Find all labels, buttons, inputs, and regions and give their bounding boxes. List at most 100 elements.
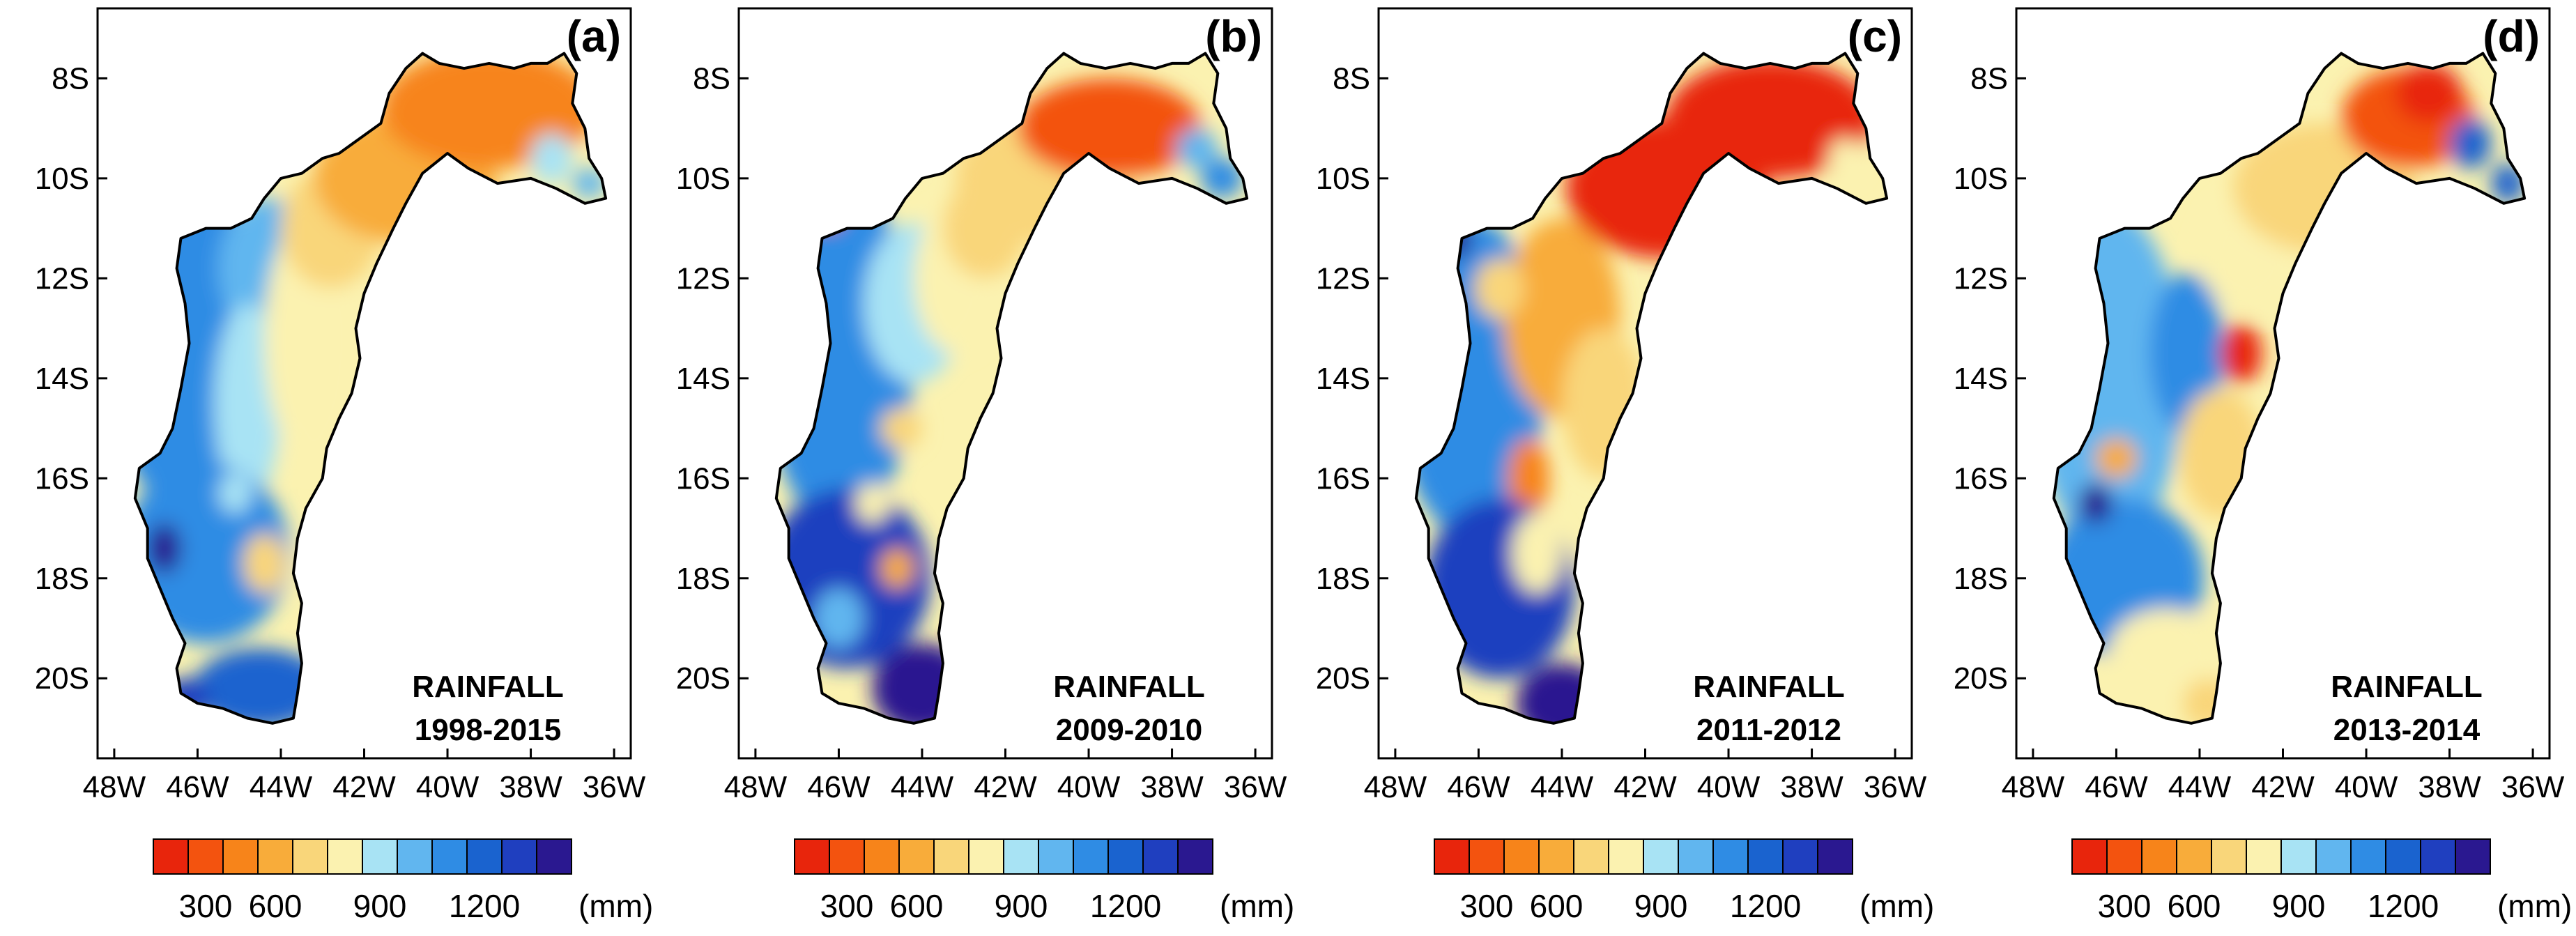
colorbar-swatch [1142,838,1179,875]
rainfall-patch [2108,608,2225,698]
colorbar-tick-label: 1200 [1730,888,1801,924]
y-tick-label: 12S [1954,261,2008,296]
panel-title: RAINFALL [2331,670,2483,704]
colorbar-swatch [2280,838,2317,875]
rainfall-patch [1018,78,1202,178]
colorbar-swatch [153,838,189,875]
x-tick-label: 38W [1140,770,1204,804]
x-tick-label: 48W [724,770,788,804]
y-tick-label: 10S [676,162,730,196]
colorbar-swatch [327,838,363,875]
rainfall-patch [880,548,914,589]
colorbar: 300 600 900 1200 (mm) [153,838,653,924]
colorbar-swatch [898,838,935,875]
y-tick-label: 18S [676,562,730,596]
y-tick-label: 10S [1954,162,2008,196]
y-tick-label: 20S [676,661,730,696]
colorbar-swatch [2106,838,2142,875]
y-tick-label: 20S [35,661,89,696]
colorbar-tick-label: 900 [353,888,407,924]
rainfall-patch [218,473,252,514]
colorbar-tick-label: 1200 [1090,888,1161,924]
colorbar-swatch [1712,838,1749,875]
y-tick-label: 18S [1954,562,2008,596]
y-tick-label: 18S [35,562,89,596]
colorbar-tick-label: 600 [2168,888,2221,924]
colorbar: 300 600 900 1200 (mm) [794,838,1294,924]
x-tick-label: 42W [974,770,1037,804]
colorbar: 300 600 900 1200 (mm) [2071,838,2572,924]
map-panel-c: 8S 10S 12S 14S 16S 18S 20S 48W 46W 44W 42W 40W 38W 36… [1316,7,1934,924]
y-tick-label: 8S [1333,61,1370,95]
x-tick-label: 40W [2335,770,2398,804]
rainfall-patch [2220,323,2262,383]
y-tick-label: 14S [676,362,730,396]
colorbar-swatch [1107,838,1144,875]
map-panel-b: 8S 10S 12S 14S 16S 18S 20S 48W 46W 44W 42W 40W 38W 36… [676,7,1294,924]
colorbar-tick-label: 300 [820,888,874,924]
colorbar-tick-label: 600 [890,888,944,924]
x-tick-label: 42W [332,770,396,804]
colorbar: 300 600 900 1200 (mm) [1434,838,1934,924]
rainfall-patch [1512,513,1562,594]
rainfall-patch [880,408,922,449]
rainfall-patch [214,303,281,504]
map-panel-d: 8S 10S 12S 14S 16S 18S 20S 48W 46W 44W 42W 40W 38W 36… [1954,7,2572,924]
x-tick-label: 36W [583,770,646,804]
colorbar-swatch [292,838,328,875]
colorbar-swatch [1608,838,1644,875]
colorbar-swatch [968,838,1004,875]
x-tick-label: 40W [416,770,480,804]
colorbar-swatch [2141,838,2177,875]
x-tick-label: 48W [1364,770,1427,804]
rainfall-patch [1828,138,1862,178]
x-tick-label: 46W [166,770,229,804]
colorbar-swatch [1782,838,1818,875]
panel-period: 1998-2015 [415,713,561,747]
x-tick-label: 48W [83,770,146,804]
x-tick-label: 46W [1447,770,1510,804]
y-tick-label: 10S [35,162,89,196]
x-tick-label: 38W [499,770,562,804]
colorbar-swatch [2176,838,2212,875]
y-tick-label: 16S [1954,461,2008,496]
x-tick-label: 36W [2501,770,2565,804]
colorbar-swatch [2420,838,2456,875]
panel-period: 2011-2012 [1696,713,1841,747]
y-tick-label: 16S [676,461,730,496]
colorbar-swatch [2246,838,2282,875]
y-tick-label: 8S [693,61,730,95]
rainfall-patch [855,483,889,523]
y-tick-label: 16S [35,461,89,496]
panel-period: 2009-2010 [1056,713,1202,747]
y-tick-label: 14S [1316,362,1370,396]
colorbar-unit: (mm) [1220,888,1294,924]
colorbar-swatch [1503,838,1540,875]
x-tick-label: 40W [1697,770,1761,804]
x-tick-label: 44W [891,770,954,804]
colorbar-swatch [1573,838,1609,875]
y-tick-label: 20S [1954,661,2008,696]
rainfall-patch [2078,483,2113,523]
rainfall-patch [147,523,181,574]
rainfall-patch [243,533,285,594]
x-tick-label: 38W [2418,770,2481,804]
colorbar-swatch [2350,838,2386,875]
colorbar-swatch [2071,838,2108,875]
y-tick-label: 14S [1954,362,2008,396]
colorbar-unit: (mm) [2497,888,2572,924]
x-tick-label: 42W [1613,770,1677,804]
x-tick-label: 42W [2251,770,2315,804]
x-tick-label: 46W [807,770,871,804]
colorbar-swatch [933,838,969,875]
colorbar-swatch [222,838,259,875]
region-boundary [774,52,1249,725]
x-tick-label: 40W [1057,770,1121,804]
colorbar-swatch [1817,838,1853,875]
y-tick-label: 16S [1316,461,1370,496]
colorbar-tick-label: 300 [1460,888,1514,924]
colorbar-swatch [2211,838,2247,875]
colorbar-tick-label: 1200 [2368,888,2439,924]
